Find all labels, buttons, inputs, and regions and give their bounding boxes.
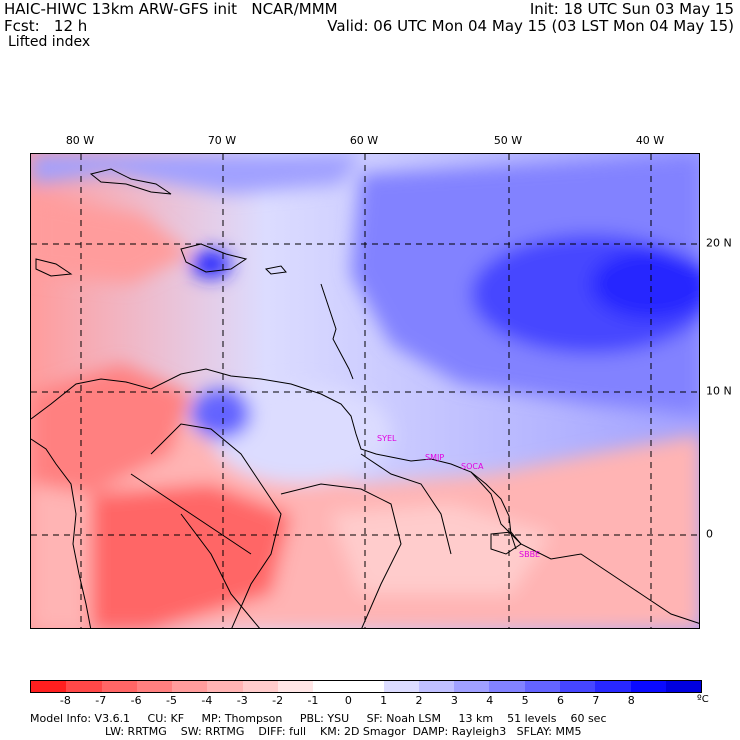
lon-label-70w: 70 W <box>207 134 237 147</box>
colorbar-tick-label: 6 <box>557 694 565 707</box>
colorbar-swatch <box>595 681 631 692</box>
model-info-line2: LW: RRTMG SW: RRTMG DIFF: full KM: 2D Sm… <box>105 725 582 738</box>
coastlines <box>31 168 699 628</box>
station-markers: SYEL SMJP SOCA SBBE <box>377 434 540 559</box>
colorbar-swatch <box>242 681 278 692</box>
colorbar-swatch <box>136 681 173 692</box>
colorbar-tick-label: 4 <box>486 694 494 707</box>
lon-label-60w: 60 W <box>349 134 379 147</box>
colorbar <box>30 680 702 693</box>
init-time: Init: 18 UTC Sun 03 May 15 <box>529 0 734 18</box>
colorbar-swatch <box>489 681 525 692</box>
colorbar-tick-label: -7 <box>95 694 107 707</box>
field-name: Lifted index <box>8 34 91 50</box>
colorbar-tick-label: 3 <box>450 694 458 707</box>
forecast-hour: Fcst: 12 h <box>4 17 88 35</box>
model-info-line1: Model Info: V3.6.1 CU: KF MP: Thompson P… <box>30 712 607 725</box>
colorbar-swatch <box>630 681 666 692</box>
colorbar-swatch <box>277 681 314 692</box>
colorbar-tick-label: -1 <box>307 694 319 707</box>
colorbar-tick-label: -5 <box>165 694 177 707</box>
colorbar-swatch <box>207 681 243 692</box>
colorbar-tick-label: 0 <box>344 694 352 707</box>
station-syel: SYEL <box>377 434 397 443</box>
colorbar-swatch <box>454 681 490 692</box>
colorbar-swatch <box>172 681 208 692</box>
station-smjp: SMJP <box>425 453 444 462</box>
colorbar-tick-label: -6 <box>130 694 142 707</box>
lat-label-20n: 20 N <box>706 236 732 250</box>
colorbar-swatch <box>524 681 560 692</box>
colorbar-swatch <box>101 681 137 692</box>
colorbar-tick-label: -2 <box>272 694 284 707</box>
colorbar-tick-label: 5 <box>521 694 529 707</box>
colorbar-swatch <box>383 681 419 692</box>
colorbar-tick-label: -8 <box>59 694 71 707</box>
colorbar-unit: ºC <box>697 694 709 705</box>
lat-label-10n: 10 N <box>706 384 732 398</box>
colorbar-tick-label: -3 <box>236 694 248 707</box>
colorbar-swatch <box>66 681 102 692</box>
lat-label-0: 0 <box>706 527 713 541</box>
lifted-index-map: SYEL SMJP SOCA SBBE <box>30 153 700 629</box>
station-sbbe: SBBE <box>519 550 540 559</box>
colorbar-tick-label: 1 <box>380 694 388 707</box>
colorbar-swatch <box>559 681 596 692</box>
field-shading <box>31 154 699 628</box>
colorbar-swatch <box>313 681 349 692</box>
colorbar-tick-label: 8 <box>627 694 635 707</box>
colorbar-swatch <box>665 681 702 692</box>
colorbar-swatch <box>348 681 384 692</box>
lon-label-80w: 80 W <box>65 134 95 147</box>
colorbar-swatch <box>31 681 67 692</box>
colorbar-tick-label: 7 <box>592 694 600 707</box>
lon-label-50w: 50 W <box>493 134 523 147</box>
lat-lon-grid <box>31 154 699 628</box>
colorbar-tick-label: 2 <box>415 694 423 707</box>
colorbar-tick-label: -4 <box>201 694 213 707</box>
colorbar-swatch <box>418 681 455 692</box>
lon-label-40w: 40 W <box>635 134 665 147</box>
header-title: HAIC-HIWC 13km ARW-GFS init NCAR/MMM <box>4 0 338 18</box>
valid-time: Valid: 06 UTC Mon 04 May 15 (03 LST Mon … <box>327 17 734 35</box>
station-soca: SOCA <box>461 462 484 471</box>
